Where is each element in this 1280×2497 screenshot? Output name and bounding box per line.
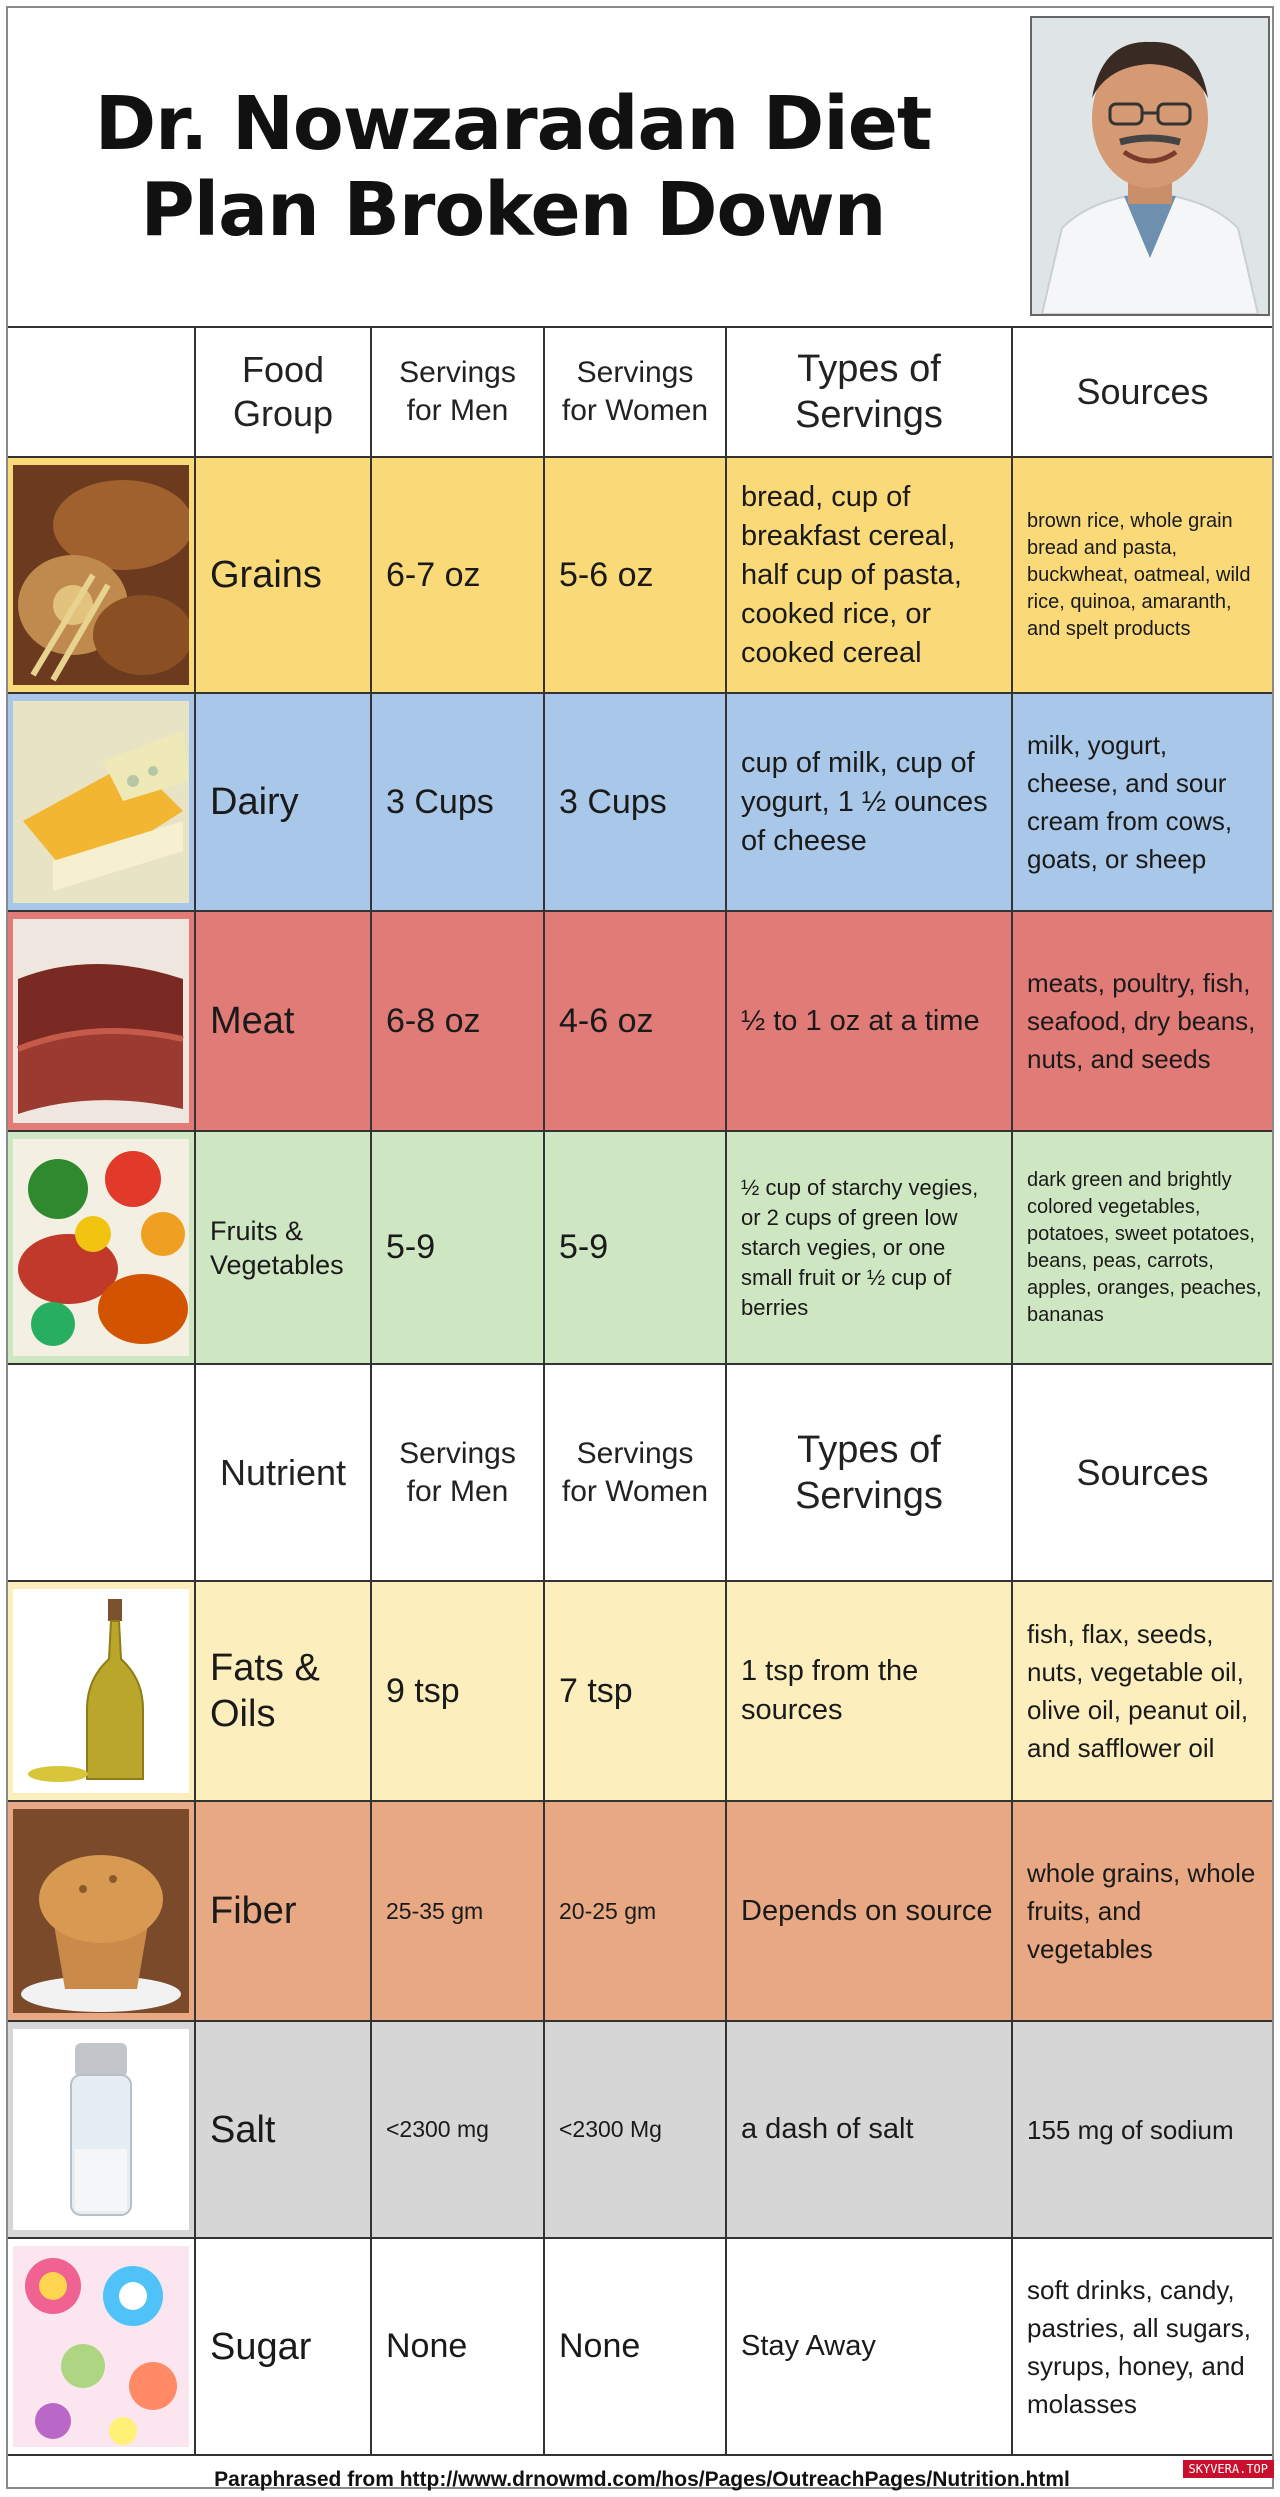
food-women-header: Servings for Women [545, 328, 727, 458]
row-grains-women: 5-6 oz [545, 458, 727, 694]
candy-image [8, 2239, 196, 2456]
title-block: Dr. Nowzaradan Diet Plan Broken Down [8, 8, 1018, 326]
row-fats-men: 9 tsp [372, 1582, 545, 1802]
infographic: Dr. Nowzaradan Diet Plan Broken Down Foo… [6, 6, 1274, 2491]
row-grains-men: 6-7 oz [372, 458, 545, 694]
row-fruits-women: 5-9 [545, 1132, 727, 1365]
cheese-image [8, 694, 196, 912]
row-meat-types: ½ to 1 oz at a time [727, 912, 1013, 1132]
row-fats-types: 1 tsp from the sources [727, 1582, 1013, 1802]
source-footer: Paraphrased from http://www.drnowmd.com/… [214, 2468, 1070, 2491]
page-title: Dr. Nowzaradan Diet Plan Broken Down [94, 81, 933, 253]
row-fats-sources: fish, flax, seeds, nuts, vegetable oil, … [1013, 1582, 1272, 1802]
row-sugar-name: Sugar [196, 2239, 372, 2456]
row-fruits-name: Fruits & Vegetables [196, 1132, 372, 1365]
row-fiber-men: 25-35 gm [372, 1802, 545, 2022]
row-meat-name: Meat [196, 912, 372, 1132]
food-men-header: Servings for Men [372, 328, 545, 458]
row-fruits-men: 5-9 [372, 1132, 545, 1365]
row-sugar-men: None [372, 2239, 545, 2456]
row-salt-men: <2300 mg [372, 2022, 545, 2239]
nutrient-women-header: Servings for Women [545, 1365, 727, 1582]
row-dairy-men: 3 Cups [372, 694, 545, 912]
row-dairy-women: 3 Cups [545, 694, 727, 912]
row-salt-women: <2300 Mg [545, 2022, 727, 2239]
food-header-blank [8, 328, 196, 458]
row-grains-name: Grains [196, 458, 372, 694]
row-fats-women: 7 tsp [545, 1582, 727, 1802]
row-salt-name: Salt [196, 2022, 372, 2239]
steak-image [8, 912, 196, 1132]
muffin-image [8, 1802, 196, 2022]
row-fiber-name: Fiber [196, 1802, 372, 2022]
nutrient-men-header: Servings for Men [372, 1365, 545, 1582]
nutrient-header: Nutrient [196, 1365, 372, 1582]
bread-grains-image [8, 458, 196, 694]
food-sources-header: Sources [1013, 328, 1272, 458]
row-fiber-sources: whole grains, whole fruits, and vegetabl… [1013, 1802, 1272, 2022]
title-line-1: Dr. Nowzaradan Diet [94, 81, 933, 167]
row-meat-sources: meats, poultry, fish, seafood, dry beans… [1013, 912, 1272, 1132]
row-salt-types: a dash of salt [727, 2022, 1013, 2239]
nutrient-sources-header: Sources [1013, 1365, 1272, 1582]
row-grains-sources: brown rice, whole grain bread and pasta,… [1013, 458, 1272, 694]
title-line-2: Plan Broken Down [140, 167, 887, 253]
oil-bottle-image [8, 1582, 196, 1802]
row-sugar-women: None [545, 2239, 727, 2456]
food-types-header: Types of Servings [727, 328, 1013, 458]
nutrient-types-header: Types of Servings [727, 1365, 1013, 1582]
row-salt-sources: 155 mg of sodium [1013, 2022, 1272, 2239]
row-sugar-types: Stay Away [727, 2239, 1013, 2456]
diet-table: Food Group Servings for Men Servings for… [8, 326, 1272, 2456]
salt-shaker-image [8, 2022, 196, 2239]
row-fruits-types: ½ cup of starchy vegies, or 2 cups of gr… [727, 1132, 1013, 1365]
row-sugar-sources: soft drinks, candy, pastries, all sugars… [1013, 2239, 1272, 2456]
row-fruits-sources: dark green and brightly colored vegetabl… [1013, 1132, 1272, 1365]
nutrient-header-blank [8, 1365, 196, 1582]
vegetables-image [8, 1132, 196, 1365]
row-dairy-types: cup of milk, cup of yogurt, 1 ½ ounces o… [727, 694, 1013, 912]
row-dairy-name: Dairy [196, 694, 372, 912]
doctor-portrait-image [1030, 16, 1270, 316]
row-fiber-types: Depends on source [727, 1802, 1013, 2022]
row-fiber-women: 20-25 gm [545, 1802, 727, 2022]
row-grains-types: bread, cup of breakfast cereal, half cup… [727, 458, 1013, 694]
food-group-header: Food Group [196, 328, 372, 458]
row-fats-name: Fats & Oils [196, 1582, 372, 1802]
row-meat-men: 6-8 oz [372, 912, 545, 1132]
row-meat-women: 4-6 oz [545, 912, 727, 1132]
row-dairy-sources: milk, yogurt, cheese, and sour cream fro… [1013, 694, 1272, 912]
watermark: SKYVERA.TOP [1182, 2460, 1274, 2478]
